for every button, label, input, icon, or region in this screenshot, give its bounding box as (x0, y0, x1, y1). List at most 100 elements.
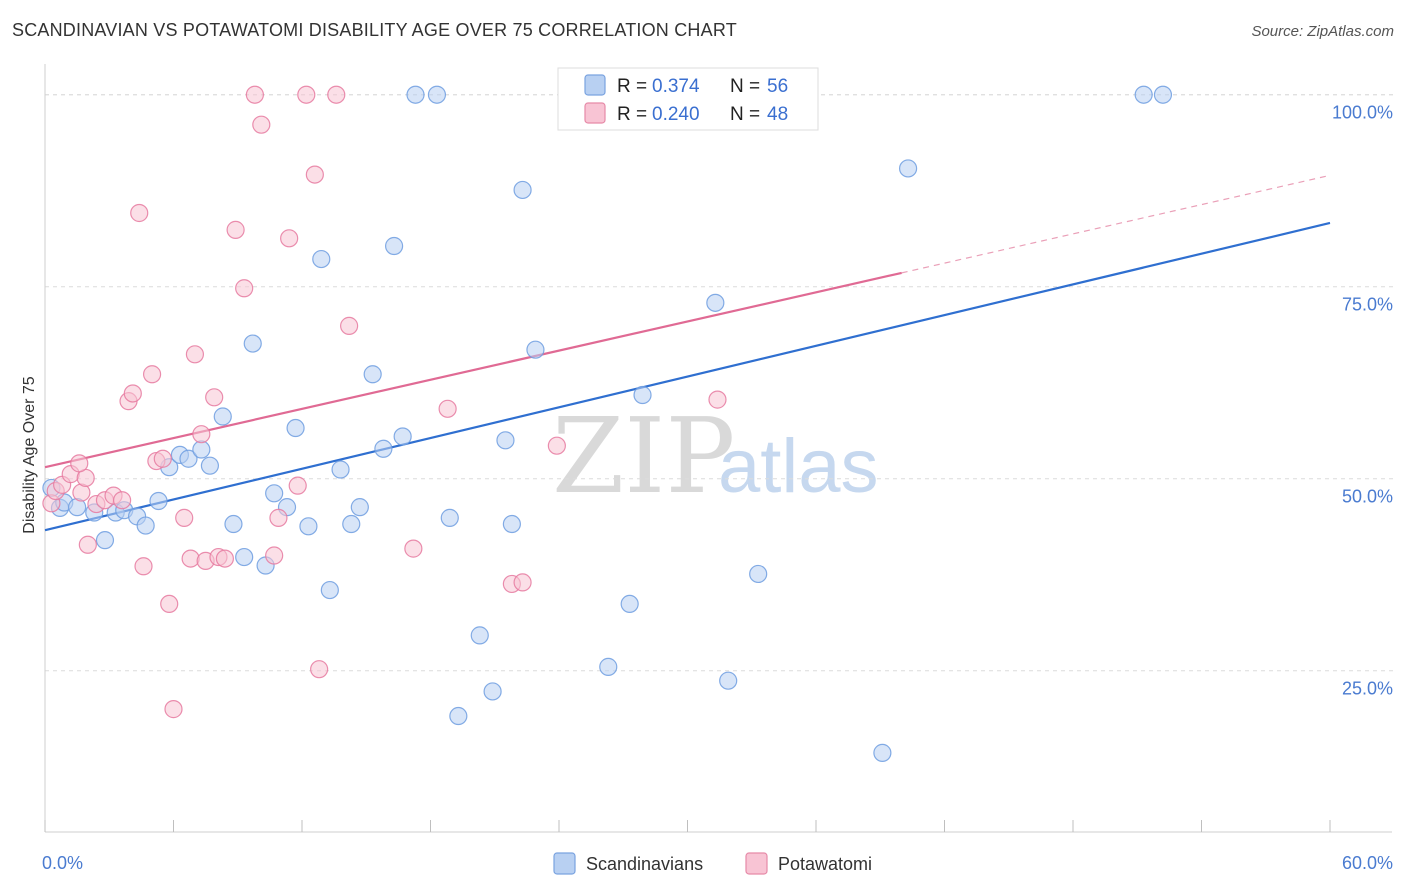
x-tick-label: 60.0% (1342, 853, 1393, 873)
point-scandinavians (374, 439, 393, 458)
point-scandinavians (200, 456, 220, 475)
point-scandinavians (898, 159, 918, 178)
legend-r-label-potawatomi: R = (617, 104, 647, 125)
point-potawatomi (134, 557, 153, 576)
point-potawatomi (310, 660, 329, 679)
point-scandinavians (265, 484, 284, 503)
point-scandinavians (95, 531, 115, 550)
point-potawatomi (265, 546, 284, 565)
point-potawatomi (269, 508, 288, 527)
y-tick-labels: 100.0% 75.0% 50.0% 25.0% (1332, 103, 1393, 699)
point-scandinavians (192, 440, 211, 459)
point-potawatomi (235, 279, 254, 298)
point-potawatomi (226, 220, 245, 239)
point-scandinavians (179, 449, 198, 468)
point-scandinavians (427, 85, 447, 104)
point-scandinavians (393, 427, 412, 446)
point-scandinavians (235, 547, 254, 567)
legend-n-value-potawatomi: 48 (767, 104, 788, 125)
grid-lines (45, 94, 1395, 672)
point-scandinavians (384, 236, 404, 256)
point-scandinavians (286, 418, 305, 438)
point-scandinavians (599, 657, 618, 676)
point-scandinavians (363, 365, 382, 384)
y-tick-label: 25.0% (1342, 679, 1393, 699)
source-credit: Source: ZipAtlas.com (1251, 23, 1394, 40)
point-potawatomi (215, 549, 234, 568)
point-potawatomi (192, 425, 211, 444)
y-tick-label: 100.0% (1332, 103, 1393, 123)
legend-n-label-potawatomi: N = (730, 104, 760, 125)
legend-r-label-scandinavians: R = (617, 76, 647, 97)
point-scandinavians (633, 385, 652, 405)
point-potawatomi (205, 388, 224, 407)
point-potawatomi (185, 345, 205, 364)
watermark-zip: ZIP (552, 395, 735, 517)
watermark-atlas: atlas (718, 424, 879, 509)
point-scandinavians (620, 594, 639, 614)
point-scandinavians (719, 671, 738, 690)
point-scandinavians (350, 498, 369, 517)
point-scandinavians (136, 516, 155, 535)
x-tick-label: 0.0% (42, 853, 83, 873)
point-potawatomi (404, 539, 423, 558)
data-points (42, 85, 1173, 762)
point-scandinavians (502, 514, 521, 534)
point-scandinavians (470, 626, 489, 645)
point-scandinavians (749, 564, 768, 584)
correlation-legend: R = 0.374 N = 56 R = 0.240 N = 48 (557, 67, 819, 131)
trend-line-scandinavians (44, 221, 1331, 532)
chart-title: SCANDINAVIAN VS POTAWATOMI DISABILITY AG… (12, 20, 737, 40)
point-scandinavians (1134, 85, 1153, 104)
point-potawatomi (112, 491, 132, 510)
point-scandinavians (526, 340, 545, 359)
point-potawatomi (123, 384, 142, 403)
legend-swatch-bottom-potawatomi (745, 852, 768, 875)
point-potawatomi (288, 476, 307, 495)
legend-label-scandinavians: Scandinavians (586, 854, 703, 874)
point-scandinavians (243, 334, 262, 353)
point-potawatomi (245, 85, 264, 104)
point-potawatomi (340, 316, 359, 335)
point-scandinavians (149, 491, 168, 511)
series-legend: Scandinavians Potawatomi (553, 852, 872, 875)
point-potawatomi (305, 165, 324, 184)
point-potawatomi (438, 399, 457, 418)
point-potawatomi (175, 508, 194, 527)
legend-r-value-scandinavians: 0.374 (652, 76, 700, 97)
point-scandinavians (440, 508, 459, 527)
point-scandinavians (312, 249, 331, 269)
y-axis-title: Disability Age Over 75 (21, 376, 38, 534)
point-potawatomi (513, 573, 532, 592)
point-scandinavians (320, 580, 339, 600)
point-potawatomi (708, 390, 727, 409)
point-potawatomi (142, 365, 162, 384)
trend-lines (44, 174, 1331, 532)
point-potawatomi (164, 700, 183, 719)
trend-line-potawatomi (44, 271, 902, 469)
point-potawatomi (160, 594, 179, 614)
point-scandinavians (213, 407, 232, 426)
trend-line-potawatomi-extension (901, 174, 1331, 274)
x-tick-labels: 0.0% 60.0% (42, 853, 1393, 873)
point-scandinavians (331, 460, 350, 479)
point-scandinavians (224, 514, 243, 534)
legend-swatch-potawatomi (584, 102, 606, 124)
point-scandinavians (342, 514, 361, 534)
point-potawatomi (547, 436, 566, 455)
y-tick-label: 75.0% (1342, 295, 1393, 315)
point-scandinavians (496, 431, 515, 450)
point-scandinavians (873, 743, 892, 762)
point-potawatomi (327, 85, 346, 104)
legend-swatch-scandinavians (584, 74, 606, 96)
legend-swatch-bottom-scandinavians (553, 852, 576, 875)
point-potawatomi (130, 203, 149, 223)
point-potawatomi (153, 449, 172, 468)
point-scandinavians (513, 180, 532, 200)
legend-label-potawatomi: Potawatomi (778, 854, 872, 874)
y-tick-label: 50.0% (1342, 487, 1393, 507)
point-scandinavians (406, 85, 425, 104)
point-scandinavians (449, 706, 468, 726)
point-scandinavians (483, 682, 502, 701)
